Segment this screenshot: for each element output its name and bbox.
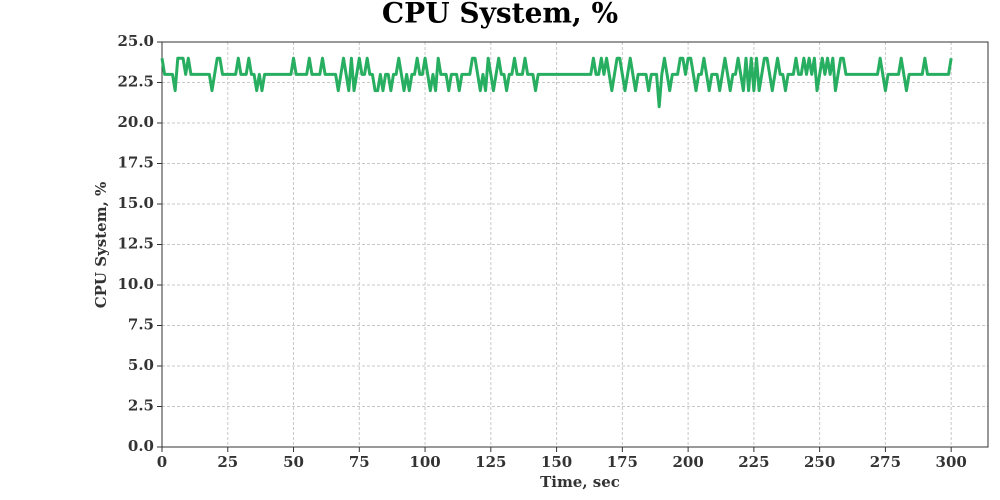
y-tick-label: 7.5 xyxy=(128,316,154,334)
x-tick-label: 25 xyxy=(217,453,238,471)
y-tick-label: 15.0 xyxy=(117,194,154,212)
y-tick-label: 25.0 xyxy=(117,32,154,50)
y-axis-label: CPU System, % xyxy=(92,182,110,309)
y-tick-label: 5.0 xyxy=(128,356,154,374)
x-tick-label: 200 xyxy=(672,453,703,471)
y-tick-label: 10.0 xyxy=(117,275,154,293)
y-tick-label: 2.5 xyxy=(128,397,154,415)
chart-title: CPU System, % xyxy=(382,0,618,30)
x-tick-label: 0 xyxy=(157,453,167,471)
data-line xyxy=(160,56,953,109)
x-tick-label: 100 xyxy=(409,453,440,471)
x-tick-label: 225 xyxy=(738,453,769,471)
y-tick-label: 20.0 xyxy=(117,113,154,131)
y-tick-label: 0.0 xyxy=(128,437,154,455)
x-tick-label: 125 xyxy=(475,453,506,471)
y-tick-label: 12.5 xyxy=(117,235,154,253)
x-tick-label: 50 xyxy=(283,453,304,471)
x-tick-label: 150 xyxy=(541,453,572,471)
x-tick-label: 175 xyxy=(607,453,638,471)
y-tick-label: 17.5 xyxy=(117,154,154,172)
x-tick-label: 75 xyxy=(349,453,370,471)
plot-frame xyxy=(161,41,989,448)
x-tick-label: 275 xyxy=(870,453,901,471)
x-tick-label: 300 xyxy=(936,453,967,471)
x-axis-label: Time, sec xyxy=(540,473,620,491)
x-tick-label: 250 xyxy=(804,453,835,471)
y-tick-label: 22.5 xyxy=(117,73,154,91)
